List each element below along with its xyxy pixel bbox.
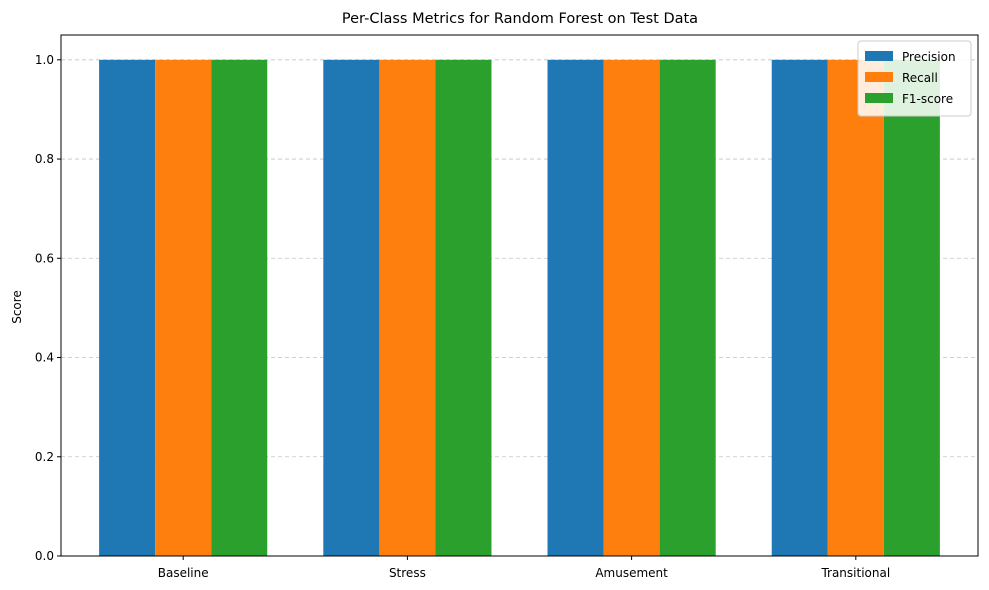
legend-label: F1-score	[902, 92, 953, 106]
bar-precision-amusement	[547, 59, 604, 557]
plot-frame	[60, 34, 979, 557]
axes	[60, 34, 979, 557]
bar-precision-transitional	[771, 59, 828, 557]
y-tick-label: 0.6	[35, 251, 54, 265]
y-tick-label: 0.2	[35, 450, 54, 464]
bar-f1-score-stress	[435, 59, 492, 557]
bar-f1-score-baseline	[211, 59, 268, 557]
bar-recall-stress	[379, 59, 436, 557]
x-tick-label: Baseline	[158, 566, 209, 580]
bar-f1-score-transitional	[883, 59, 940, 557]
legend-label: Recall	[902, 71, 938, 85]
x-tick-label: Amusement	[595, 566, 668, 580]
y-tick-label: 1.0	[35, 53, 54, 67]
bar-recall-transitional	[827, 59, 884, 557]
ticks: 0.0 0.2 0.4 0.6 0.8 1.0 Baseline Stress Amusemen…	[35, 53, 890, 580]
legend-label: Precision	[902, 50, 956, 64]
bar-precision-stress	[323, 59, 380, 557]
chart-title: Per-Class Metrics for Random Forest on T…	[342, 11, 698, 27]
x-tick-label: Transitional	[820, 566, 890, 580]
legend-swatch	[865, 51, 893, 61]
bar-precision-baseline	[99, 59, 156, 557]
legend-swatch	[865, 93, 893, 103]
bar-f1-score-amusement	[659, 59, 716, 557]
legend: Precision Recall F1-score	[857, 40, 972, 117]
legend-swatch	[865, 72, 893, 82]
y-tick-label: 0.4	[35, 351, 54, 365]
bar-recall-amusement	[603, 59, 660, 557]
bars	[99, 59, 940, 557]
x-tick-label: Stress	[389, 566, 426, 580]
y-axis-title: Score	[10, 290, 24, 324]
bar-recall-baseline	[155, 59, 212, 557]
y-tick-label: 0.8	[35, 152, 54, 166]
y-tick-label: 0.0	[35, 549, 54, 563]
